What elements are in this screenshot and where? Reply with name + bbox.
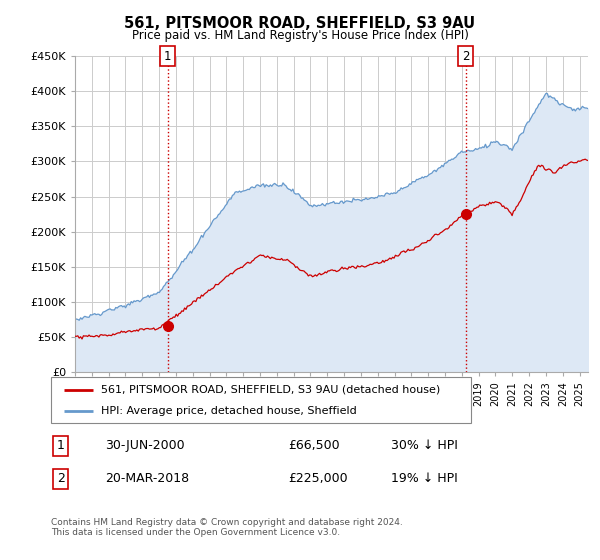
Text: 30-JUN-2000: 30-JUN-2000	[105, 439, 185, 452]
Text: Contains HM Land Registry data © Crown copyright and database right 2024.
This d: Contains HM Land Registry data © Crown c…	[51, 518, 403, 538]
Text: 2: 2	[57, 472, 65, 486]
Text: 20-MAR-2018: 20-MAR-2018	[105, 472, 189, 486]
FancyBboxPatch shape	[51, 377, 471, 423]
Text: 30% ↓ HPI: 30% ↓ HPI	[391, 439, 458, 452]
Text: 561, PITSMOOR ROAD, SHEFFIELD, S3 9AU: 561, PITSMOOR ROAD, SHEFFIELD, S3 9AU	[124, 16, 476, 31]
Text: Price paid vs. HM Land Registry's House Price Index (HPI): Price paid vs. HM Land Registry's House …	[131, 29, 469, 42]
Text: 561, PITSMOOR ROAD, SHEFFIELD, S3 9AU (detached house): 561, PITSMOOR ROAD, SHEFFIELD, S3 9AU (d…	[101, 385, 440, 395]
Text: 1: 1	[57, 439, 65, 452]
Text: 1: 1	[164, 49, 171, 63]
Text: HPI: Average price, detached house, Sheffield: HPI: Average price, detached house, Shef…	[101, 407, 357, 416]
Text: £225,000: £225,000	[289, 472, 348, 486]
Text: 19% ↓ HPI: 19% ↓ HPI	[391, 472, 458, 486]
Text: 2: 2	[462, 49, 469, 63]
Text: £66,500: £66,500	[289, 439, 340, 452]
